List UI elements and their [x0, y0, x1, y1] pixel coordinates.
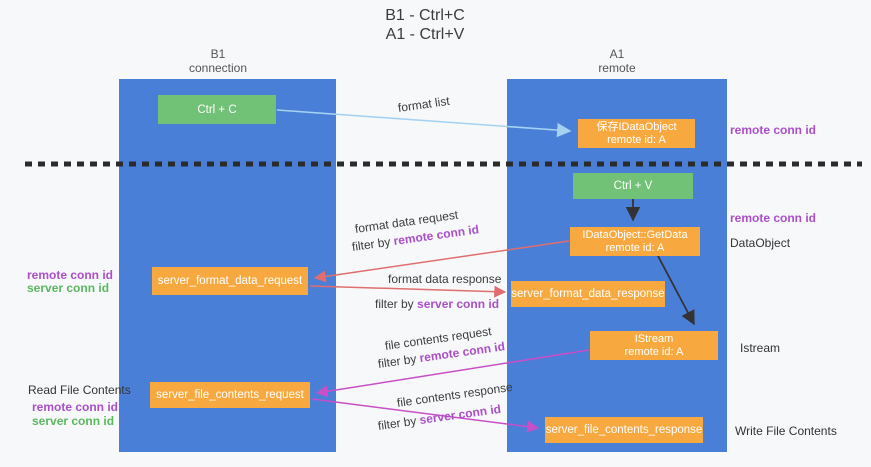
server-format-data-response-box: server_format_data_response: [511, 281, 665, 307]
istream-line2: remote id: A: [624, 345, 684, 358]
istream-side-label: Istream: [740, 341, 781, 355]
save-dataobject-line1: 保存IDataObject: [596, 120, 677, 133]
istream-line1: IStream: [634, 332, 674, 345]
server-format-data-response-label: server_format_data_response: [511, 288, 665, 300]
server-file-contents-request-box: server_file_contents_request: [150, 382, 310, 408]
server-file-contents-response-box: server_file_contents_response: [545, 417, 703, 443]
remote-conn-id-top-label: remote conn id: [730, 123, 817, 137]
server-file-contents-request-label: server_file_contents_request: [156, 389, 304, 401]
istream-box: IStream remote id: A: [590, 331, 718, 360]
right-column-subtitle: remote: [598, 61, 636, 75]
diagram-title: B1 - Ctrl+C A1 - Ctrl+V: [330, 6, 520, 44]
arrow-file-contents-response: [311, 398, 540, 433]
dataobject-label: DataObject: [730, 236, 791, 250]
save-dataobject-line2: remote id: A: [607, 133, 666, 146]
left-column-name: B1: [210, 47, 226, 61]
arrow-getdata-istream: [657, 255, 695, 326]
ctrl-v-label: Ctrl + V: [613, 180, 653, 192]
getdata-box: IDataObject::GetData remote id: A: [570, 227, 700, 256]
title-line-2: A1 - Ctrl+V: [385, 26, 465, 43]
left-server-conn-id-1-label: server conn id: [27, 281, 110, 295]
right-column-header: A1 remote: [557, 47, 677, 75]
save-dataobject-box: 保存IDataObject remote id: A: [578, 119, 695, 148]
title-line-1: B1 - Ctrl+C: [385, 7, 465, 24]
arrow-format-data-request: [313, 240, 570, 283]
ctrl-v-box: Ctrl + V: [573, 173, 693, 199]
arrow-format-list: [276, 109, 572, 138]
right-column-name: A1: [609, 47, 625, 61]
left-remote-conn-id-1-label: remote conn id: [27, 268, 114, 282]
read-file-contents-label: Read File Contents: [28, 383, 131, 397]
filter-by-2-prefix: filter by: [375, 297, 418, 311]
filter-by-2-id: server conn id: [417, 297, 500, 311]
ctrl-c-label: Ctrl + C: [197, 103, 237, 116]
server-file-contents-response-label: server_file_contents_response: [545, 424, 703, 436]
ctrl-c-box: Ctrl + C: [158, 95, 276, 124]
left-remote-conn-id-2-label: remote conn id: [32, 400, 119, 414]
left-column-header: B1 connection: [158, 47, 278, 75]
server-format-data-request-box: server_format_data_request: [152, 267, 308, 295]
left-column-subtitle: connection: [188, 61, 248, 75]
arrow-format-data-response: [309, 285, 507, 298]
getdata-line2: remote id: A: [605, 241, 665, 254]
remote-conn-id-mid-label: remote conn id: [730, 211, 817, 225]
write-file-contents-label: Write File Contents: [735, 424, 837, 438]
left-server-conn-id-2-label: server conn id: [32, 414, 115, 428]
server-format-data-request-label: server_format_data_request: [157, 275, 303, 287]
format-data-response-label: format data response: [388, 272, 502, 286]
arrow-file-contents-request: [315, 349, 590, 398]
filter-by-server-1-label: filter by server conn id: [375, 297, 499, 311]
getdata-line1: IDataObject::GetData: [582, 228, 688, 241]
